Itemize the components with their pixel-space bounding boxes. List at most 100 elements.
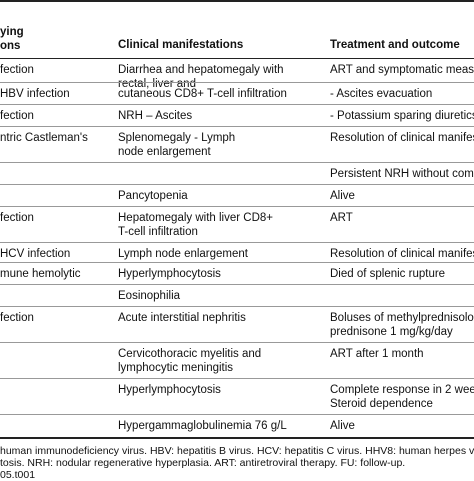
rule — [0, 262, 474, 263]
cell-text: Hyperlymphocytosis — [118, 268, 221, 280]
cell: - Potassium sparing diuretics — [330, 109, 474, 123]
cell-text: Cervicothoracic myelitis and — [118, 348, 262, 360]
cell: ying ons — [0, 25, 112, 53]
rule — [0, 206, 474, 207]
cell-text: Diarrhea and hepatomegaly with — [118, 64, 284, 76]
cell: Resolution of clinical manifesta — [330, 131, 474, 145]
cell: Alive — [330, 419, 474, 433]
rule — [0, 82, 474, 83]
cell-text: Pancytopenia — [118, 190, 188, 202]
rule — [0, 437, 474, 439]
cell-text: HBV infection — [0, 88, 70, 100]
cell-text: - Potassium sparing diuretics — [330, 110, 474, 122]
cell: Eosinophilia — [118, 289, 324, 303]
cell: Hypergammaglobulinemia 76 g/L — [118, 419, 324, 433]
footnote: 05.t001 — [0, 469, 36, 481]
cell: ART — [330, 211, 474, 225]
cell-text: Acute interstitial nephritis — [118, 312, 246, 324]
cell: - Ascites evacuation — [330, 87, 474, 101]
cell-text: ons — [0, 40, 21, 52]
cell: Pancytopenia — [118, 189, 324, 203]
cell: Treatment and outcome — [330, 38, 474, 52]
cell: Diarrhea and hepatomegaly with rectal, li… — [118, 63, 324, 91]
cell-text: Treatment and outcome — [330, 39, 460, 51]
cell: fection — [0, 109, 112, 123]
cell: Complete response in 2 weeks Steroid depe… — [330, 383, 474, 411]
cell-text: Hepatomegaly with liver CD8+ — [118, 212, 273, 224]
cell: Splenomegaly - Lymph node enlargement — [118, 131, 324, 159]
cell: Resolution of clinical manifesta — [330, 247, 474, 261]
cell-text: Splenomegaly - Lymph — [118, 132, 236, 144]
cell-text: ART — [330, 212, 353, 224]
cell-text: mune hemolytic — [0, 268, 81, 280]
cell: Hyperlymphocytosis — [118, 267, 324, 281]
cell: fection — [0, 211, 112, 225]
footnote: human immunodeficiency virus. HBV: hepat… — [0, 445, 474, 457]
cell-text: Clinical manifestations — [118, 39, 244, 51]
cell: ART after 1 month — [330, 347, 474, 361]
cell: Clinical manifestations — [118, 38, 324, 52]
footnote: tosis. NRH: nodular regenerative hyperpl… — [0, 457, 406, 469]
rule — [0, 284, 474, 285]
cell-text: Hyperlymphocytosis — [118, 384, 221, 396]
cell-text: T-cell infiltration — [118, 226, 198, 238]
cell-text: node enlargement — [118, 146, 211, 158]
cell-text: rectal, liver and — [118, 78, 196, 90]
cell: Boluses of methylprednisolone prednisone … — [330, 311, 474, 339]
rule — [0, 242, 474, 243]
cell: Lymph node enlargement — [118, 247, 324, 261]
cell: ntric Castleman's — [0, 131, 112, 145]
cell-text: Complete response in 2 weeks — [330, 384, 474, 396]
cell: ART and symptomatic measure — [330, 63, 474, 77]
cell: NRH – Ascites — [118, 109, 324, 123]
cell-text: Eosinophilia — [118, 290, 181, 302]
cell-text: Lymph node enlargement — [118, 248, 248, 260]
rule — [0, 378, 474, 379]
cell-text: prednisone 1 mg/kg/day — [330, 326, 453, 338]
cell-text: Persistent NRH without compli — [330, 168, 474, 180]
cell: fection — [0, 63, 112, 77]
cell: Persistent NRH without compli — [330, 167, 474, 181]
cell-text: Resolution of clinical manifesta — [330, 132, 474, 144]
rule — [0, 414, 474, 415]
cell-text: Boluses of methylprednisolone — [330, 312, 474, 324]
cell-text: fection — [0, 110, 34, 122]
cell-text: fection — [0, 312, 34, 324]
cell: HBV infection — [0, 87, 112, 101]
cell: cutaneous CD8+ T-cell infiltration — [118, 87, 324, 101]
cell-text: ART and symptomatic measure — [330, 64, 474, 76]
cell: Acute interstitial nephritis — [118, 311, 324, 325]
rule — [0, 306, 474, 307]
cell-text: ART after 1 month — [330, 348, 424, 360]
rule — [0, 58, 474, 59]
cell-text: Resolution of clinical manifesta — [330, 248, 474, 260]
cell-text: HCV infection — [0, 248, 71, 260]
cell: HCV infection — [0, 247, 112, 261]
cell-text: Steroid dependence — [330, 398, 433, 410]
cell: Cervicothoracic myelitis and lymphocytic … — [118, 347, 324, 375]
cell: Hepatomegaly with liver CD8+ T-cell infil… — [118, 211, 324, 239]
cell-text: - Ascites evacuation — [330, 88, 433, 100]
rule — [0, 162, 474, 163]
cell-text: fection — [0, 64, 34, 76]
rule — [0, 184, 474, 185]
cell-text: lymphocytic meningitis — [118, 362, 234, 374]
cell-text: ntric Castleman's — [0, 132, 88, 144]
cell: mune hemolytic — [0, 267, 112, 281]
cell-text: Died of splenic rupture — [330, 268, 446, 280]
cell-text: fection — [0, 212, 34, 224]
cell: fection — [0, 311, 112, 325]
cell-text: cutaneous CD8+ T-cell infiltration — [118, 88, 287, 100]
cell-text: ying — [0, 26, 24, 38]
cell: Died of splenic rupture — [330, 267, 474, 281]
cell-text: Hypergammaglobulinemia 76 g/L — [118, 420, 287, 432]
rule — [0, 104, 474, 105]
cell-text: Alive — [330, 190, 355, 202]
rule — [0, 126, 474, 127]
rule — [0, 342, 474, 343]
cell-text: Alive — [330, 420, 355, 432]
cell: Hyperlymphocytosis — [118, 383, 324, 397]
cell-text: NRH – Ascites — [118, 110, 193, 122]
rule — [0, 0, 474, 2]
